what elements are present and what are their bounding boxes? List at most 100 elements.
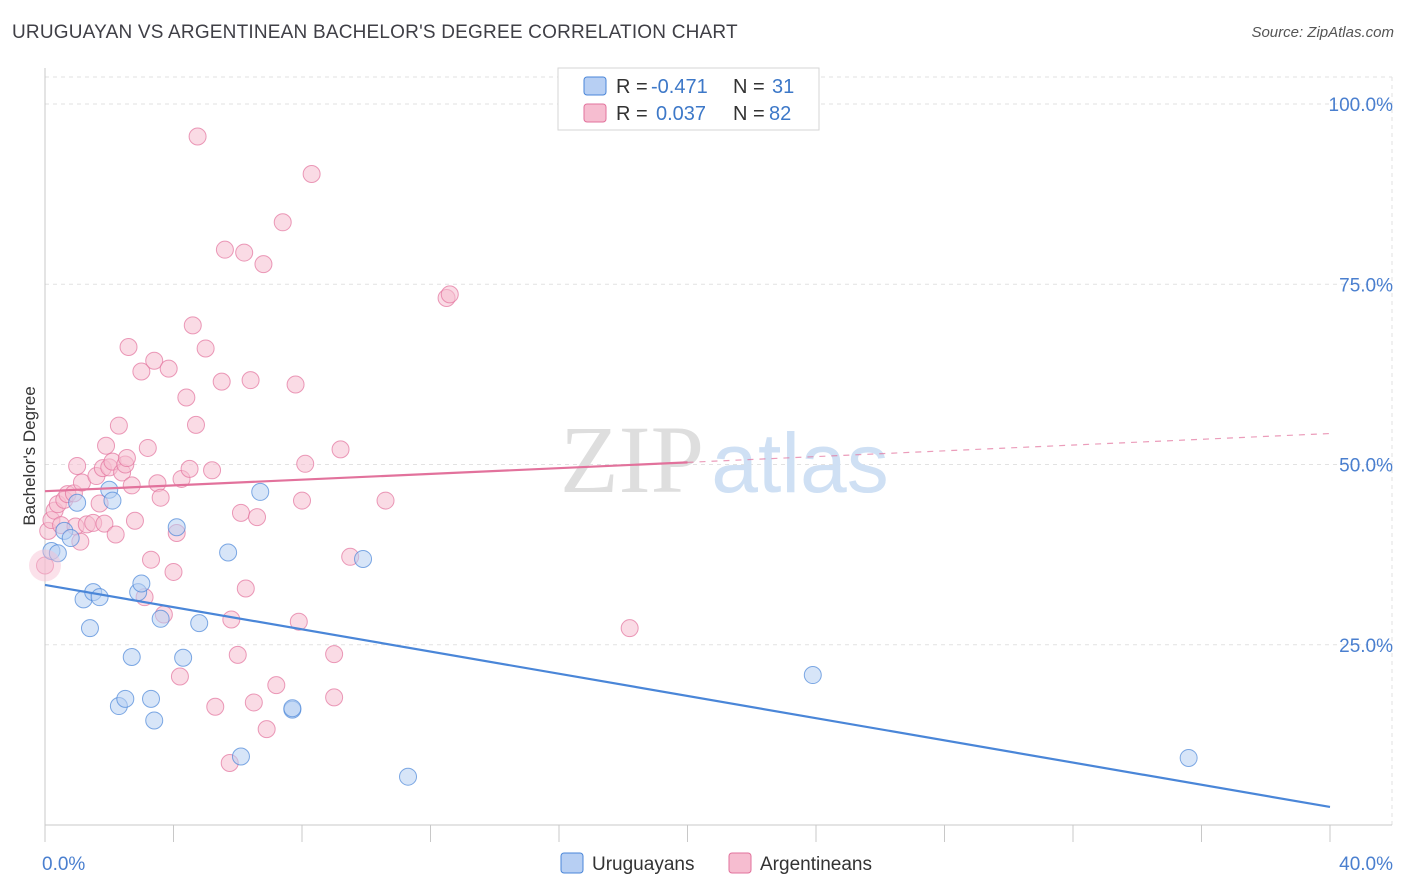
uruguayan-point-22 bbox=[219, 543, 238, 562]
chart-title: URUGUAYAN VS ARGENTINEAN BACHELOR'S DEGR… bbox=[12, 22, 738, 43]
uruguayan-point-8 bbox=[90, 588, 109, 607]
argentinean-point-36 bbox=[151, 488, 170, 507]
argentinean-point-27 bbox=[119, 338, 138, 357]
stats-legend: R = -0.471 N = 31 R = 0.037 N = 82 bbox=[557, 67, 820, 131]
y-axis-label: Bachelor's Degree bbox=[20, 386, 39, 525]
argentineans-swatch bbox=[583, 103, 607, 123]
argentinean-point-39 bbox=[164, 562, 183, 581]
x-tick-labels: 0.0% 40.0% bbox=[42, 854, 1393, 875]
legend-r-value-2: 0.037 bbox=[656, 103, 706, 125]
argentinean-point-44 bbox=[180, 459, 199, 478]
legend-r-label-2: R = bbox=[616, 103, 648, 125]
y-tick-label-1: 50.0% bbox=[1339, 456, 1393, 477]
uruguayan-point-4 bbox=[68, 493, 87, 512]
argentinean-point-34 bbox=[145, 351, 164, 370]
argentinean-point-10 bbox=[68, 456, 87, 475]
uruguayan-point-21 bbox=[190, 614, 209, 633]
argentinean-trend-line bbox=[44, 461, 688, 493]
uruguayan-point-20 bbox=[174, 648, 193, 667]
uruguayans-swatch bbox=[583, 76, 607, 96]
uruguayan-point-10 bbox=[103, 491, 122, 510]
argentinean-point-19 bbox=[97, 436, 116, 455]
argentinean-point-22 bbox=[106, 525, 125, 544]
argentinean-point-29 bbox=[125, 511, 144, 530]
argentinean-point-48 bbox=[196, 339, 215, 358]
argentinean-point-60 bbox=[244, 693, 263, 712]
argentinean-point-71 bbox=[325, 645, 344, 664]
argentinean-point-33 bbox=[142, 550, 161, 569]
trend-lines bbox=[44, 432, 1331, 809]
argentinean-point-52 bbox=[215, 240, 234, 259]
legend-argentineans-swatch bbox=[728, 852, 752, 874]
series-legend: Uruguayans Argentineans bbox=[560, 852, 872, 875]
y-tick-label-3: 100.0% bbox=[1329, 95, 1394, 116]
uruguayan-point-12 bbox=[116, 689, 135, 708]
uruguayan-point-26 bbox=[283, 699, 302, 718]
legend-argentineans-label: Argentineans bbox=[760, 854, 872, 875]
legend-n-label-1: N = bbox=[733, 76, 765, 98]
argentinean-point-75 bbox=[376, 491, 395, 510]
y-tick-labels: 25.0% 50.0% 75.0% 100.0% bbox=[1329, 95, 1394, 657]
argentinean-point-43 bbox=[177, 388, 196, 407]
legend-uruguayans-swatch bbox=[560, 852, 584, 874]
uruguayan-point-16 bbox=[142, 689, 161, 708]
legend-uruguayans-label: Uruguayans bbox=[592, 854, 694, 875]
uruguayan-point-6 bbox=[80, 619, 99, 638]
legend-n-value-2: 82 bbox=[769, 103, 791, 125]
argentinean-point-66 bbox=[286, 375, 305, 394]
uruguayan-point-1 bbox=[48, 544, 67, 563]
uruguayan-point-28 bbox=[399, 767, 418, 786]
argentinean-point-47 bbox=[188, 127, 207, 146]
y-tick-label-0: 25.0% bbox=[1339, 636, 1393, 657]
argentinean-point-41 bbox=[170, 667, 189, 686]
uruguayan-point-29 bbox=[803, 666, 822, 685]
argentinean-point-38 bbox=[159, 359, 178, 378]
legend-r-label-1: R = bbox=[616, 76, 648, 98]
uruguayan-trend-line bbox=[44, 583, 1331, 809]
watermark-zip: ZIP bbox=[560, 406, 704, 513]
y-tick-label-2: 75.0% bbox=[1339, 275, 1393, 296]
argentinean-point-32 bbox=[138, 438, 157, 457]
watermark: ZIP atlas bbox=[560, 406, 889, 513]
argentinean-point-65 bbox=[273, 213, 292, 232]
argentinean-point-57 bbox=[235, 243, 254, 262]
argentinean-point-23 bbox=[109, 416, 128, 435]
argentinean-point-58 bbox=[236, 579, 255, 598]
argentinean-point-55 bbox=[228, 645, 247, 664]
argentinean-point-54 bbox=[222, 610, 241, 629]
argentinean-point-64 bbox=[267, 676, 286, 695]
axes bbox=[44, 68, 1392, 842]
argentinean-point-46 bbox=[186, 415, 205, 434]
uruguayan-point-30 bbox=[1179, 748, 1198, 767]
argentinean-point-50 bbox=[206, 697, 225, 716]
source-note: Source: ZipAtlas.com bbox=[1251, 24, 1394, 41]
watermark-atlas: atlas bbox=[711, 416, 888, 510]
argentinean-point-70 bbox=[302, 164, 321, 183]
argentinean-point-45 bbox=[183, 316, 202, 335]
argentinean-point-67 bbox=[289, 612, 308, 631]
argentinean-point-30 bbox=[132, 362, 151, 381]
argentinean-point-63 bbox=[257, 720, 276, 739]
uruguayan-point-15 bbox=[132, 574, 151, 593]
uruguayan-point-18 bbox=[151, 609, 170, 628]
argentinean-point-56 bbox=[231, 503, 250, 522]
uruguayan-point-13 bbox=[122, 648, 141, 667]
legend-n-value-1: 31 bbox=[772, 76, 794, 98]
argentinean-point-69 bbox=[296, 454, 315, 473]
argentinean-point-78 bbox=[620, 619, 639, 638]
legend-n-label-2: N = bbox=[733, 103, 765, 125]
argentinean-point-72 bbox=[325, 688, 344, 707]
argentinean-point-51 bbox=[212, 372, 231, 391]
argentinean-point-68 bbox=[293, 491, 311, 510]
uruguayan-point-19 bbox=[167, 518, 186, 537]
uruguayan-point-24 bbox=[251, 482, 270, 501]
uruguayan-point-17 bbox=[145, 711, 164, 730]
legend-r-value-1: -0.471 bbox=[651, 76, 708, 98]
argentinean-point-62 bbox=[254, 255, 273, 274]
argentinean-point-49 bbox=[203, 461, 222, 480]
argentinean-point-18 bbox=[95, 514, 114, 533]
uruguayan-point-3 bbox=[61, 529, 80, 548]
argentinean-point-26 bbox=[117, 449, 136, 468]
argentinean-point-28 bbox=[122, 476, 141, 495]
